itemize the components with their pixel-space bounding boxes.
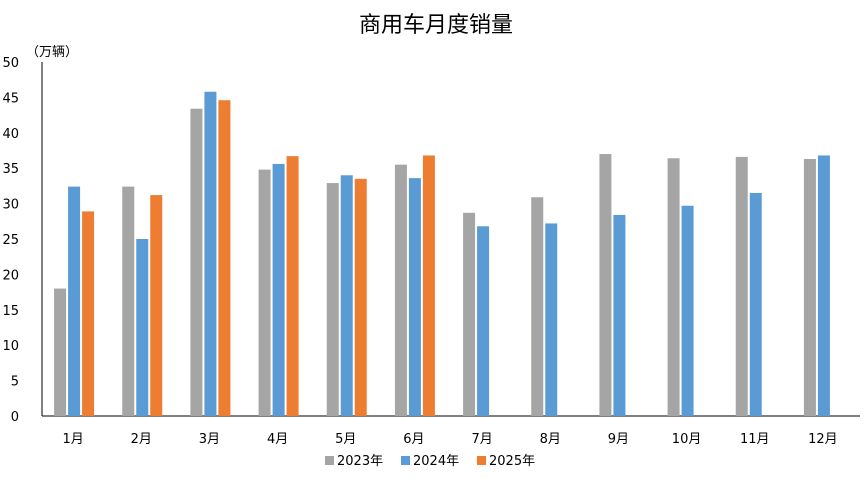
- x-tick-label: 5月: [335, 432, 356, 447]
- bar: [354, 178, 367, 416]
- bar: [817, 155, 830, 416]
- y-tick-label: 20: [2, 268, 19, 283]
- y-tick-label: 5: [11, 375, 19, 390]
- x-tick-label: 4月: [267, 432, 288, 447]
- bar: [122, 186, 135, 416]
- bar: [477, 226, 490, 416]
- bar: [218, 100, 231, 417]
- legend-swatch: [325, 456, 334, 465]
- x-tick-label: 3月: [199, 432, 220, 447]
- bar: [54, 288, 67, 416]
- bar: [286, 156, 299, 416]
- y-tick-label: 25: [2, 233, 19, 248]
- y-axis-ticks: 0 5 10 15 20 25 30 35 40 45 50: [2, 56, 19, 425]
- bar: [340, 175, 353, 416]
- x-tick-label: 12月: [808, 432, 838, 447]
- bar: [68, 186, 81, 416]
- x-tick-label: 7月: [471, 432, 492, 447]
- x-tick-label: 6月: [403, 432, 424, 447]
- bar: [136, 239, 149, 416]
- bar: [204, 91, 217, 417]
- y-tick-label: 50: [2, 56, 19, 71]
- x-axis-ticks: 1月 2月 3月 4月 5月 6月 7月 8月 9月 10月 11月 12月: [62, 432, 837, 447]
- y-tick-label: 45: [2, 91, 19, 106]
- x-tick-label: 1月: [62, 432, 83, 447]
- bar: [422, 155, 435, 416]
- bar: [258, 169, 271, 416]
- y-axis-unit-label: （万辆）: [26, 45, 78, 60]
- bar: [803, 158, 816, 416]
- bars-group: [54, 91, 830, 417]
- bar: [326, 183, 339, 416]
- bar: [599, 154, 612, 417]
- bar: [408, 178, 421, 416]
- bar: [613, 214, 626, 416]
- bar: [394, 164, 407, 416]
- bar: [681, 205, 694, 416]
- x-tick-label: 8月: [540, 432, 561, 447]
- chart-title: 商用车月度销量: [359, 13, 513, 38]
- legend-label: 2025年: [489, 454, 535, 469]
- x-tick-label: 11月: [740, 432, 770, 447]
- legend-swatch: [477, 456, 486, 465]
- x-tick-label: 2月: [131, 432, 152, 447]
- bar: [735, 156, 748, 416]
- y-tick-label: 15: [2, 304, 19, 319]
- legend: 2023年 2024年 2025年: [325, 454, 535, 469]
- legend-swatch: [401, 456, 410, 465]
- y-tick-label: 40: [2, 127, 19, 142]
- x-tick-label: 10月: [672, 432, 702, 447]
- y-tick-label: 35: [2, 162, 19, 177]
- legend-label: 2024年: [413, 454, 459, 469]
- bar: [463, 212, 476, 416]
- x-tick-label: 9月: [608, 432, 629, 447]
- bar: [749, 192, 762, 416]
- y-tick-label: 10: [2, 339, 19, 354]
- bar: [667, 158, 680, 416]
- y-tick-label: 0: [11, 410, 19, 425]
- bar: [150, 195, 163, 416]
- bar: [190, 108, 203, 416]
- bar: [545, 223, 558, 416]
- bar: [272, 163, 285, 416]
- bar: [531, 197, 544, 416]
- y-tick-label: 30: [2, 198, 19, 213]
- bar: [82, 211, 95, 416]
- legend-label: 2023年: [337, 454, 383, 469]
